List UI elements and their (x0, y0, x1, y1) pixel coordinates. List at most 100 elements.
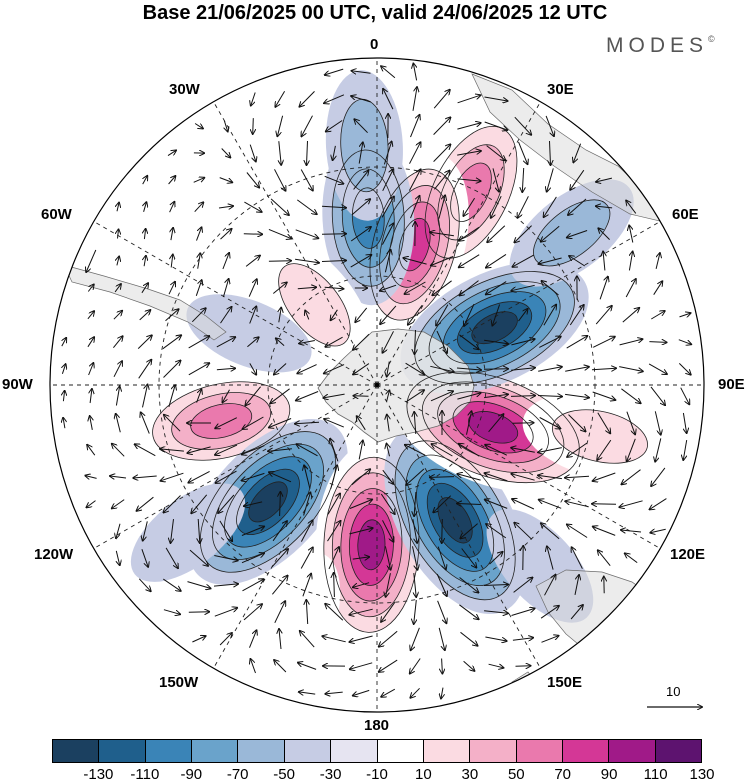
wind-vector (171, 519, 174, 543)
wind-vector (621, 388, 640, 403)
wind-vector (384, 250, 390, 273)
wind-vector (485, 473, 508, 482)
wind-vector (430, 477, 455, 478)
wind-vector (512, 423, 533, 424)
wind-vector (270, 198, 289, 215)
wind-vector (352, 557, 369, 559)
wind-vector (300, 91, 315, 106)
wind-vector (437, 546, 446, 570)
wind-vector (298, 663, 317, 670)
colorbar-tick-label: -130 (83, 766, 114, 783)
wind-vector (165, 309, 179, 322)
anomaly-contour-line (379, 185, 450, 305)
wind-vector (515, 666, 531, 667)
wind-vector (512, 499, 535, 510)
wind-vector (485, 636, 506, 641)
wind-vector (625, 279, 636, 298)
meridian-line (93, 384, 378, 549)
wind-vector (492, 168, 499, 191)
wind-vector (569, 256, 586, 267)
wind-vector (272, 576, 287, 595)
wind-vector (436, 304, 449, 326)
wind-vector (300, 520, 312, 542)
wind-vector (163, 609, 180, 615)
wind-vector (460, 523, 478, 539)
wind-vector (567, 230, 588, 238)
wind-vector (218, 206, 233, 208)
meridian-line (213, 384, 378, 669)
wind-vector (629, 226, 634, 243)
wind-vector (648, 363, 667, 374)
reference-vector-label: 10 (666, 684, 681, 699)
wind-vector (116, 414, 121, 433)
wind-vector (651, 311, 664, 320)
wind-vector (622, 469, 641, 485)
wind-vector (514, 116, 531, 135)
wind-vector (432, 444, 453, 457)
wind-vector (187, 446, 211, 453)
wind-vector (386, 573, 391, 597)
anomaly-contour-line (533, 199, 611, 267)
wind-vector (138, 360, 152, 379)
wind-vector (434, 171, 449, 190)
wind-vector (412, 546, 418, 569)
wind-vector (216, 368, 235, 369)
wind-vector (591, 368, 616, 370)
wind-vector (331, 309, 338, 320)
wind-vector (457, 393, 480, 400)
wind-vector (565, 393, 589, 397)
wind-vector (62, 364, 65, 374)
wind-vector (248, 279, 257, 297)
anomaly-blob (130, 483, 246, 582)
wind-vector (143, 176, 148, 185)
wind-vector (432, 280, 452, 295)
map-boundary (49, 57, 705, 713)
wind-vector (568, 198, 587, 215)
wind-vector (137, 335, 152, 349)
wind-vector (245, 256, 260, 267)
wind-vector (379, 659, 398, 672)
wind-vector (380, 493, 394, 514)
wind-vector (113, 311, 122, 320)
wind-vector (352, 71, 371, 73)
wind-vector (387, 391, 390, 402)
wind-vector (191, 308, 205, 323)
lon-label-30w: 30W (169, 81, 200, 98)
wind-vector (539, 417, 561, 429)
anomaly-fill-level (130, 483, 246, 582)
wind-vector (358, 441, 363, 460)
wind-vector (297, 199, 316, 214)
wind-vector (242, 445, 265, 455)
wind-vector (274, 660, 287, 673)
anomaly-fill-level (471, 311, 518, 344)
colorbar-swatch (562, 740, 610, 762)
wind-vector (488, 414, 504, 433)
wind-vector (87, 311, 94, 320)
wind-vector (321, 206, 346, 208)
colorbar-swatch (238, 740, 285, 762)
latitude-circle (267, 275, 487, 495)
colorbar-tick-label: -50 (273, 766, 295, 783)
wind-vector (510, 396, 535, 397)
wind-vector (438, 627, 445, 650)
anomaly-contour-line (248, 481, 288, 523)
wind-vector (513, 578, 533, 593)
wind-vector (511, 339, 534, 346)
wind-vector (466, 411, 472, 435)
anomaly-contour-line (351, 187, 385, 249)
wind-vector (680, 387, 690, 405)
wind-vector (414, 600, 417, 624)
wind-vector (383, 142, 391, 165)
colorbar-tick-label: -110 (130, 766, 160, 783)
wind-vector (215, 417, 238, 429)
wind-vector (307, 140, 308, 165)
wind-vector (244, 201, 261, 212)
wind-vector (403, 258, 427, 265)
wind-vector (188, 336, 210, 349)
wind-vector (165, 547, 178, 568)
colorbar-swatch (516, 740, 563, 762)
wind-vector (457, 504, 482, 505)
australia-outline (535, 569, 695, 675)
wind-vector (511, 368, 535, 371)
wind-vector (415, 329, 416, 354)
